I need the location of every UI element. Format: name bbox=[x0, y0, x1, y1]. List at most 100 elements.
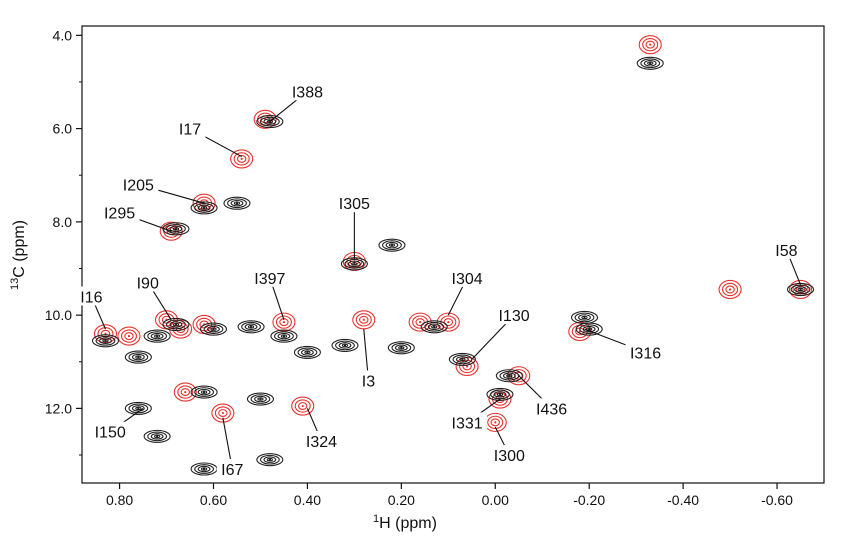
peak-black bbox=[246, 392, 275, 406]
annotation-i436: I436 bbox=[518, 375, 572, 418]
annotation-label-bg bbox=[75, 286, 107, 306]
annotation-i58: I58 bbox=[770, 239, 802, 286]
peak-black bbox=[162, 317, 190, 331]
annotation-label: I397 bbox=[254, 271, 285, 288]
y-tick-label: 12.0 bbox=[45, 400, 72, 416]
x-tick-label: -0.40 bbox=[667, 492, 699, 508]
peak-black bbox=[420, 320, 448, 334]
peak-black bbox=[378, 238, 406, 252]
y-axis-label-text: C (ppm) bbox=[11, 220, 28, 278]
peak-black bbox=[190, 201, 218, 215]
annotation-i305: I305 bbox=[334, 193, 375, 260]
peak-black bbox=[486, 387, 514, 401]
peak-red bbox=[291, 396, 315, 416]
annotation-label-bg bbox=[334, 193, 375, 213]
x-tick-label: 0.00 bbox=[482, 492, 509, 508]
annotation-i3: I3 bbox=[357, 329, 380, 390]
annotation-i295: I295 bbox=[99, 202, 172, 232]
annotation-i90: I90 bbox=[132, 272, 172, 321]
annotation-label: I388 bbox=[292, 84, 323, 101]
annotation-label: I300 bbox=[494, 448, 525, 465]
peak-red bbox=[272, 312, 296, 332]
annotation-i397: I397 bbox=[249, 267, 290, 320]
peak-red bbox=[718, 279, 742, 300]
annotation-label: I150 bbox=[95, 425, 126, 442]
peak-black bbox=[570, 310, 599, 325]
annotation-i324: I324 bbox=[301, 408, 342, 451]
x-axis-label: 1H (ppm) bbox=[373, 513, 437, 532]
peak-black bbox=[448, 352, 476, 366]
annotation-i205: I205 bbox=[118, 174, 205, 204]
annotation-label: I58 bbox=[775, 243, 797, 260]
annotation-label-bg bbox=[118, 174, 159, 194]
peak-black bbox=[237, 320, 265, 334]
annotation-i388: I388 bbox=[269, 81, 328, 123]
annotation-i67: I67 bbox=[216, 417, 248, 479]
x-axis: 0.80 0.60 0.40 0.20 0.00 -0.20 -0.40 -0.60 bbox=[106, 483, 793, 508]
y-axis-label: 13C (ppm) bbox=[9, 220, 28, 290]
peak-black bbox=[124, 401, 152, 415]
peak-red bbox=[352, 310, 376, 330]
y-tick-label: 10.0 bbox=[45, 307, 72, 323]
annotation-label-bg bbox=[531, 398, 572, 418]
peak-black bbox=[786, 282, 815, 297]
x-axis-label-superscript: 1 bbox=[373, 513, 379, 525]
peak-black bbox=[143, 329, 171, 343]
x-tick-label: -0.60 bbox=[761, 492, 793, 508]
annotation-label-bg bbox=[249, 267, 290, 287]
peak-red bbox=[483, 412, 507, 432]
peak-black bbox=[256, 453, 284, 467]
x-tick-label: 0.20 bbox=[388, 492, 415, 508]
y-tick-label: 8.0 bbox=[53, 214, 73, 230]
peak-red bbox=[117, 326, 141, 346]
peak-red bbox=[173, 382, 197, 402]
y-tick-label: 4.0 bbox=[53, 27, 73, 43]
annotation-i16: I16 bbox=[75, 286, 107, 330]
annotation-label: I295 bbox=[104, 206, 135, 223]
annotation-label: I205 bbox=[123, 178, 154, 195]
x-tick-label: 0.80 bbox=[106, 492, 133, 508]
annotation-label-bg bbox=[301, 431, 342, 451]
peak-black bbox=[270, 329, 298, 343]
annotation-label: I130 bbox=[498, 308, 529, 325]
annotation-label: I17 bbox=[179, 122, 201, 139]
annotation-label: I3 bbox=[362, 373, 375, 390]
annotations-layer: I388 I17 I205 I295 I305 I397 I90 I16 I304 I58 I130… bbox=[75, 81, 802, 479]
peak-red bbox=[408, 312, 432, 332]
annotation-label-bg bbox=[447, 267, 488, 287]
annotation-label: I316 bbox=[630, 345, 661, 362]
y-tick-label: 6.0 bbox=[53, 121, 73, 137]
peak-black bbox=[256, 115, 284, 129]
annotation-label-bg bbox=[287, 81, 328, 101]
annotation-label-bg bbox=[132, 272, 164, 292]
annotation-i150: I150 bbox=[90, 407, 144, 442]
annotation-label-bg bbox=[447, 412, 488, 432]
annotation-label: I324 bbox=[306, 434, 337, 451]
annotation-label-bg bbox=[357, 370, 380, 390]
annotation-label: I331 bbox=[452, 415, 483, 432]
peak-red bbox=[638, 35, 662, 55]
annotation-label-bg bbox=[216, 459, 248, 479]
annotation-i300: I300 bbox=[489, 426, 530, 465]
peak-black bbox=[162, 222, 190, 236]
peak-black bbox=[91, 334, 120, 348]
annotation-label: I90 bbox=[137, 275, 159, 292]
peak-black bbox=[636, 56, 664, 70]
annotation-label-bg bbox=[770, 239, 802, 259]
x-tick-label: 0.60 bbox=[200, 492, 227, 508]
peak-black bbox=[199, 322, 228, 336]
annotation-i17: I17 bbox=[174, 118, 242, 158]
peak-black bbox=[143, 429, 171, 443]
peak-red bbox=[436, 312, 460, 332]
annotation-label: I436 bbox=[536, 401, 567, 418]
annotation-label-bg bbox=[99, 202, 140, 222]
x-tick-label: 0.40 bbox=[294, 492, 321, 508]
annotation-label: I304 bbox=[452, 271, 483, 288]
peak-black bbox=[293, 345, 321, 359]
annotation-label-bg bbox=[489, 445, 530, 465]
peak-black bbox=[495, 369, 523, 383]
peak-red bbox=[230, 149, 254, 169]
annotation-i304: I304 bbox=[447, 267, 488, 316]
annotation-label-bg bbox=[625, 342, 666, 362]
